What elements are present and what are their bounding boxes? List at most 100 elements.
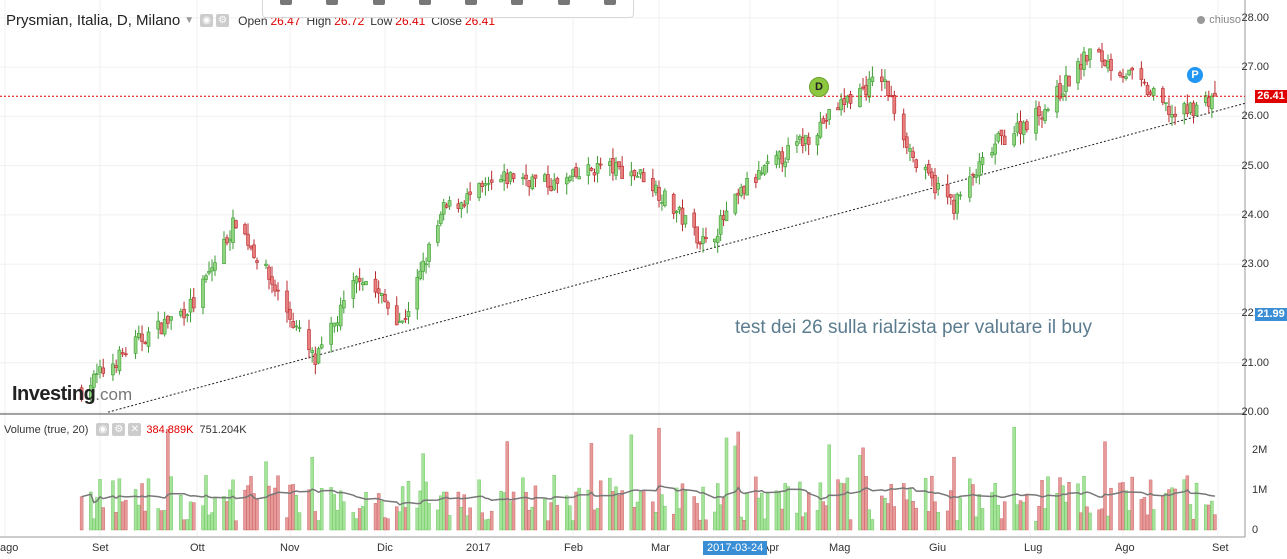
volume-bar	[505, 441, 509, 531]
trendline-path	[107, 102, 1246, 413]
measure-tool-icon[interactable]	[511, 0, 524, 5]
volume-bar	[1046, 476, 1050, 531]
text-tool-icon[interactable]	[465, 0, 478, 5]
volume-bar	[95, 497, 99, 531]
chart-annotation[interactable]: test dei 26 sulla rialzista per valutare…	[735, 317, 1092, 338]
volume-bar	[1204, 504, 1208, 531]
candle	[1100, 50, 1104, 62]
candle	[1058, 83, 1062, 99]
volume-bar	[1207, 504, 1211, 531]
candle	[971, 173, 975, 176]
candle	[968, 176, 972, 198]
visibility-icon[interactable]: ◉	[200, 14, 214, 27]
candle	[477, 183, 481, 199]
volume-bar	[765, 492, 770, 531]
candle	[1191, 102, 1196, 116]
candle	[589, 167, 594, 171]
candle	[733, 193, 738, 214]
volume-bar	[480, 512, 484, 531]
volume-bar	[357, 508, 362, 531]
candle	[1082, 51, 1086, 70]
volume-bar	[914, 507, 918, 531]
volume-bar	[996, 504, 1001, 531]
candle	[342, 300, 346, 309]
instrument-name[interactable]: Prysmian, Italia, D, Milano	[6, 12, 181, 29]
candle	[870, 76, 875, 82]
candle	[146, 331, 151, 347]
candle	[1043, 109, 1047, 121]
volume-bar	[614, 486, 618, 531]
candle	[143, 341, 148, 345]
candle	[188, 298, 193, 313]
instrument-dropdown-icon[interactable]: ▼	[184, 15, 195, 26]
price-tick-label: 26.00	[1241, 110, 1269, 123]
x-tick-label: Ott	[190, 542, 205, 554]
volume-bar	[421, 453, 425, 531]
volume-bar	[1002, 501, 1007, 531]
volume-bar	[527, 509, 531, 531]
volume-bar	[657, 427, 661, 531]
volume-close-icon[interactable]: ✕	[128, 423, 142, 436]
settings-icon[interactable]: ⚙	[216, 14, 230, 27]
candle	[974, 174, 978, 178]
volume-bar	[589, 443, 594, 531]
candle	[721, 215, 726, 220]
candle	[169, 316, 173, 321]
volume-bar	[124, 499, 128, 531]
volume-bar	[1173, 488, 1177, 531]
price-tick-label: 20.00	[1241, 406, 1269, 418]
candle	[638, 169, 643, 175]
volume-bar	[294, 495, 299, 531]
cursor-tool-icon[interactable]	[280, 0, 293, 5]
volume-bar	[786, 486, 790, 531]
volume-bar	[406, 481, 411, 531]
volume-bar	[608, 477, 612, 531]
candle	[914, 159, 919, 168]
volume-bar	[192, 502, 196, 531]
pivot-marker[interactable]: P	[1187, 67, 1203, 83]
candle	[499, 178, 503, 183]
volume-visibility-icon[interactable]: ◉	[96, 423, 110, 436]
candle	[845, 95, 850, 103]
line-tool-icon[interactable]	[326, 0, 339, 5]
candle	[1106, 60, 1110, 69]
candle	[319, 344, 324, 349]
volume-bar	[1088, 512, 1092, 531]
candle	[438, 214, 443, 224]
pen-tool-icon[interactable]	[372, 0, 385, 5]
volume-bar	[403, 507, 408, 531]
volume-label[interactable]: Volume (true, 20)	[4, 423, 89, 436]
candle	[1127, 69, 1131, 76]
volume-bar	[870, 519, 875, 531]
candle	[415, 277, 420, 310]
delete-tool-icon[interactable]	[603, 0, 616, 5]
candle	[724, 210, 729, 222]
volume-bar	[892, 506, 897, 531]
candle	[926, 164, 931, 174]
volume-bar	[468, 507, 472, 531]
candle	[1148, 91, 1153, 95]
volume-settings-icon[interactable]: ⚙	[112, 423, 126, 436]
candle	[883, 79, 887, 82]
candle	[357, 278, 362, 282]
candle	[98, 366, 102, 373]
volume-bar	[1121, 482, 1125, 531]
candle	[335, 322, 340, 326]
volume-bar	[1079, 512, 1083, 531]
candle	[848, 94, 853, 104]
candle	[310, 350, 314, 353]
volume-bar	[436, 509, 440, 531]
dividend-marker[interactable]: D	[809, 77, 829, 97]
shapes-tool-icon[interactable]	[418, 0, 431, 5]
candle	[671, 194, 676, 214]
volume-bar	[101, 507, 105, 531]
volume-bar	[415, 507, 419, 531]
volume-bar	[827, 444, 831, 531]
volume-bar	[267, 485, 271, 531]
magnet-tool-icon[interactable]	[557, 0, 570, 5]
candle	[1142, 81, 1147, 84]
candle	[680, 207, 685, 225]
volume-bar	[1021, 502, 1026, 531]
volume-bar	[1109, 487, 1113, 531]
